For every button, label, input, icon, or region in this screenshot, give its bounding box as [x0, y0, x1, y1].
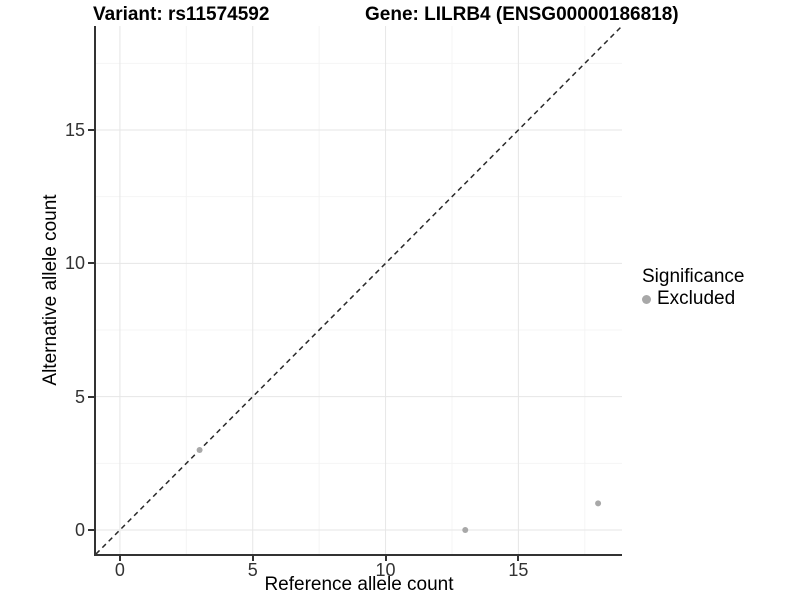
- x-tick-label: 10: [375, 560, 396, 580]
- y-tick-mark: [88, 529, 94, 531]
- x-tick-mark: [118, 556, 121, 561]
- y-tick-label: 10: [64, 253, 85, 274]
- data-point: [462, 527, 469, 533]
- y-tick-mark: [88, 395, 94, 398]
- y-axis-title: Alternative allele count: [40, 194, 61, 386]
- y-tick-label: 15: [64, 120, 85, 140]
- y-tick-mark: [88, 262, 94, 265]
- legend-point-icon: [642, 294, 651, 304]
- x-axis-title: Reference allele count: [264, 574, 454, 595]
- legend-title: Significance: [642, 266, 745, 287]
- x-tick-mark: [384, 556, 387, 561]
- plot-title-variant: Variant: rs11574592: [93, 4, 270, 25]
- plot-panel: [94, 26, 622, 556]
- x-tick-label: 15: [508, 560, 529, 580]
- x-tick-label: 0: [114, 560, 125, 580]
- y-tick-mark: [88, 129, 94, 131]
- identity-line: [96, 26, 622, 554]
- legend-item-excluded: Excluded: [642, 289, 744, 309]
- x-tick-mark: [517, 556, 520, 561]
- data-point: [196, 447, 203, 453]
- y-tick-label: 5: [74, 386, 85, 407]
- legend-item-label: Excluded: [657, 288, 736, 309]
- y-tick-label: 0: [74, 520, 85, 540]
- data-point: [595, 500, 602, 507]
- plot-title-gene: Gene: LILRB4 (ENSG00000186818): [365, 4, 679, 25]
- x-tick-label: 5: [247, 560, 258, 580]
- x-tick-mark: [251, 556, 254, 561]
- legend: Significance Excluded: [642, 266, 744, 309]
